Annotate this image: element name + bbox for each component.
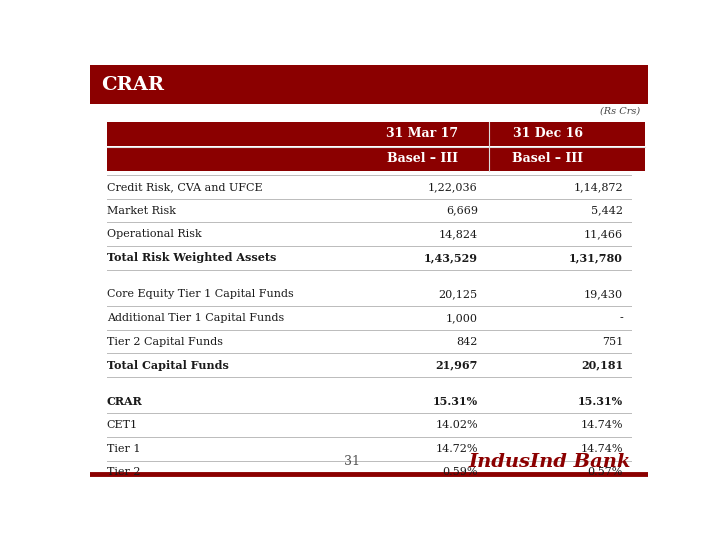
Text: 31 Mar 17: 31 Mar 17 bbox=[386, 127, 458, 140]
Text: 14.02%: 14.02% bbox=[435, 420, 478, 430]
Text: 14.74%: 14.74% bbox=[580, 444, 623, 454]
Text: Total Risk Weighted Assets: Total Risk Weighted Assets bbox=[107, 252, 276, 264]
Text: 20,181: 20,181 bbox=[581, 360, 623, 371]
FancyBboxPatch shape bbox=[107, 122, 645, 146]
Text: 842: 842 bbox=[456, 336, 478, 347]
Text: Tier 2: Tier 2 bbox=[107, 468, 140, 477]
Text: CRAR: CRAR bbox=[101, 76, 164, 93]
Text: IndusInd Bank: IndusInd Bank bbox=[469, 453, 631, 471]
Text: Tier 2 Capital Funds: Tier 2 Capital Funds bbox=[107, 336, 222, 347]
Text: 11,466: 11,466 bbox=[584, 230, 623, 239]
Text: Credit Risk, CVA and UFCE: Credit Risk, CVA and UFCE bbox=[107, 182, 262, 192]
Text: 0.59%: 0.59% bbox=[442, 468, 478, 477]
Text: 15.31%: 15.31% bbox=[577, 396, 623, 407]
Text: 6,669: 6,669 bbox=[446, 206, 478, 215]
Text: 751: 751 bbox=[602, 336, 623, 347]
Text: 15.31%: 15.31% bbox=[433, 396, 478, 407]
Text: Market Risk: Market Risk bbox=[107, 206, 176, 215]
Text: 1,22,036: 1,22,036 bbox=[428, 182, 478, 192]
Text: CET1: CET1 bbox=[107, 420, 138, 430]
Text: 21,967: 21,967 bbox=[436, 360, 478, 371]
Text: 14.72%: 14.72% bbox=[436, 444, 478, 454]
Text: (Rs Crs): (Rs Crs) bbox=[600, 106, 639, 116]
Text: 14,824: 14,824 bbox=[438, 230, 478, 239]
Text: Basel – III: Basel – III bbox=[512, 152, 583, 165]
Text: Tier 1: Tier 1 bbox=[107, 444, 140, 454]
Text: Additional Tier 1 Capital Funds: Additional Tier 1 Capital Funds bbox=[107, 313, 284, 323]
Text: 19,430: 19,430 bbox=[584, 289, 623, 299]
Text: Basel – III: Basel – III bbox=[387, 152, 457, 165]
Text: 1,43,529: 1,43,529 bbox=[424, 252, 478, 264]
Text: 0.57%: 0.57% bbox=[588, 468, 623, 477]
Text: 1,000: 1,000 bbox=[446, 313, 478, 323]
FancyBboxPatch shape bbox=[90, 65, 648, 104]
Text: CRAR: CRAR bbox=[107, 396, 143, 407]
Text: 1,31,780: 1,31,780 bbox=[569, 252, 623, 264]
Text: 20,125: 20,125 bbox=[438, 289, 478, 299]
Text: Total Capital Funds: Total Capital Funds bbox=[107, 360, 229, 371]
FancyBboxPatch shape bbox=[107, 147, 645, 171]
Text: 1,14,872: 1,14,872 bbox=[573, 182, 623, 192]
Text: 31: 31 bbox=[344, 455, 360, 468]
Text: -: - bbox=[619, 313, 623, 323]
Text: 5,442: 5,442 bbox=[591, 206, 623, 215]
Text: Core Equity Tier 1 Capital Funds: Core Equity Tier 1 Capital Funds bbox=[107, 289, 294, 299]
Text: 31 Dec 16: 31 Dec 16 bbox=[513, 127, 582, 140]
Text: Operational Risk: Operational Risk bbox=[107, 230, 202, 239]
Text: 14.74%: 14.74% bbox=[580, 420, 623, 430]
